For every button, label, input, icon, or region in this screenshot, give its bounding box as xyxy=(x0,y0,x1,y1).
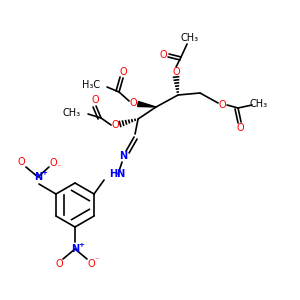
Text: ⁻: ⁻ xyxy=(95,256,99,265)
Text: O: O xyxy=(236,123,244,133)
Text: N: N xyxy=(71,244,79,254)
Text: CH₃: CH₃ xyxy=(250,99,268,109)
Text: +: + xyxy=(78,242,84,248)
Text: O: O xyxy=(119,67,127,77)
Text: O: O xyxy=(49,158,57,168)
Text: O: O xyxy=(91,95,99,105)
Text: HN: HN xyxy=(109,169,125,179)
Polygon shape xyxy=(138,101,156,107)
Text: H₃C: H₃C xyxy=(82,80,100,90)
Text: O: O xyxy=(87,259,95,269)
Text: CH₃: CH₃ xyxy=(63,108,81,118)
Text: O: O xyxy=(17,157,25,167)
Text: N: N xyxy=(34,172,42,182)
Text: O: O xyxy=(172,67,180,77)
Text: O: O xyxy=(159,50,167,60)
Text: O: O xyxy=(129,98,137,108)
Text: O: O xyxy=(218,100,226,110)
Text: +: + xyxy=(41,170,47,176)
Text: ⁻: ⁻ xyxy=(57,163,61,172)
Text: O: O xyxy=(111,120,119,130)
Text: N: N xyxy=(119,151,127,161)
Text: O: O xyxy=(55,259,63,269)
Text: CH₃: CH₃ xyxy=(181,33,199,43)
